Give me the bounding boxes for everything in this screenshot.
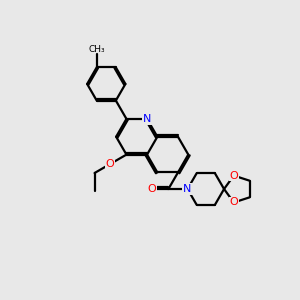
Text: O: O [148,184,157,194]
Text: O: O [106,159,114,169]
Text: O: O [230,171,238,181]
Text: CH₃: CH₃ [88,45,105,54]
Text: N: N [183,184,192,194]
Text: N: N [143,114,151,124]
Text: O: O [230,197,238,208]
